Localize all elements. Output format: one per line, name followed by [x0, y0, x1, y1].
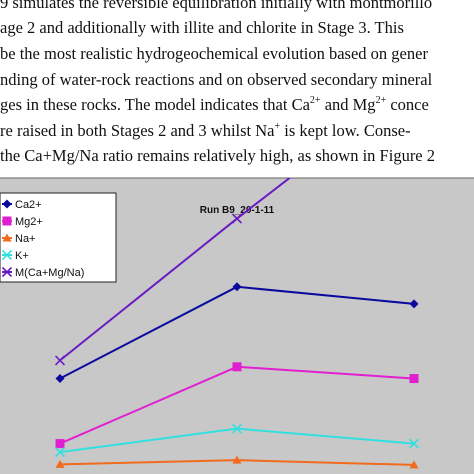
text-line: be the most realistic hydrogeochemical e… [0, 44, 428, 64]
text-span: nding of water-rock reactions and on obs… [0, 70, 433, 89]
data-point-mg2 [232, 362, 242, 372]
text-span: re raised in both Stages 2 and 3 whilst … [0, 121, 275, 140]
data-point-na [409, 460, 419, 469]
legend-marker-mg2 [2, 216, 12, 226]
series-layer [54, 78, 420, 469]
data-point-mg2 [55, 439, 65, 449]
data-point-k [408, 438, 420, 449]
data-point-m-ca-mg-na-stroke [231, 213, 243, 224]
text-span: is kept low. Conse- [280, 121, 411, 140]
data-point-m-ca-mg-na [231, 213, 243, 224]
text-superscript: 2+ [309, 95, 321, 106]
text-span: be the most realistic hydrogeochemical e… [0, 44, 428, 63]
legend: Ca2+ Mg2+ Na+ K+ M(Ca+Mg/Na) [0, 192, 117, 283]
data-point-m-ca-mg-na-stroke [410, 78, 419, 87]
data-point-m-ca-mg-na [410, 78, 419, 87]
text-span: conce [386, 95, 429, 114]
data-point-ca2 [55, 374, 65, 384]
body-text: 9 simulates the reversible equilibration… [0, 0, 474, 178]
data-point-ca2 [409, 299, 419, 309]
text-span: the Ca+Mg/Na ratio remains relatively hi… [0, 146, 436, 165]
legend-marker-ca2 [2, 199, 12, 209]
legend-label-na: Na+ [15, 233, 36, 245]
text-span: 9 simulates the reversible equilibration… [0, 0, 433, 12]
legend-marker-na [2, 233, 12, 242]
legend-marker-m-ca-mg-na [1, 266, 13, 278]
data-point-na [55, 459, 65, 468]
data-point-k-stroke [54, 447, 66, 458]
chart-title: Run B9_20-1-11 [200, 205, 275, 216]
data-point-k-stroke [408, 438, 420, 449]
legend-marker-k-stroke [1, 249, 13, 261]
text-superscript: + [274, 121, 281, 132]
text-span: ges in these rocks. The model indicates … [0, 95, 310, 114]
text-line: nding of water-rock reactions and on obs… [0, 70, 432, 90]
text-span: age 2 and additionally with illite and c… [0, 18, 404, 37]
legend-marker-k [1, 249, 13, 261]
legend-label-mg2: Mg2+ [15, 216, 43, 228]
legend-label-m-ca-mg-na: M(Ca+Mg/Na) [15, 267, 84, 279]
legend-marker-m-ca-mg-na-stroke [1, 266, 13, 278]
data-point-k-stroke [231, 423, 243, 434]
text-superscript: 2+ [375, 95, 387, 106]
data-point-ca2 [232, 282, 242, 292]
data-point-mg2 [409, 374, 419, 384]
data-point-k [54, 447, 66, 458]
legend-label-k: K+ [15, 250, 29, 262]
text-line: 9 simulates the reversible equilibration… [0, 0, 432, 13]
text-span: and Mg [320, 95, 376, 114]
text-line: age 2 and additionally with illite and c… [0, 18, 404, 38]
text-line: ges in these rocks. The model indicates … [0, 95, 429, 115]
data-point-k [231, 423, 243, 434]
data-point-m-ca-mg-na [54, 355, 66, 366]
legend-label-ca2: Ca2+ [15, 199, 42, 211]
data-point-m-ca-mg-na-stroke [54, 355, 66, 366]
text-line: re raised in both Stages 2 and 3 whilst … [0, 121, 411, 141]
data-point-na [232, 455, 242, 464]
text-line: the Ca+Mg/Na ratio remains relatively hi… [0, 146, 435, 166]
legend-box [0, 192, 117, 283]
data-point-m-ca-mg-na-stroke [410, 78, 419, 87]
